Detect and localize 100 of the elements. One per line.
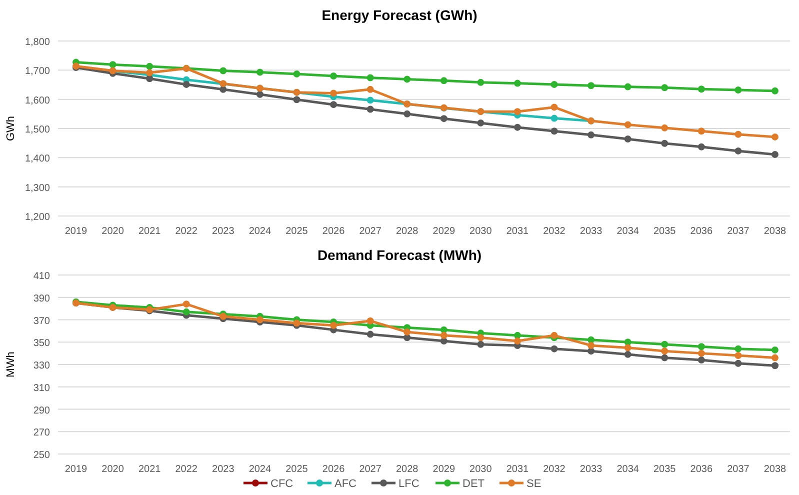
point <box>514 124 521 131</box>
x-tick-label: 2029 <box>432 226 456 237</box>
point <box>477 334 484 342</box>
y-tick-label: 290 <box>33 405 50 416</box>
point <box>293 96 300 104</box>
y-tick-label: 330 <box>33 360 50 372</box>
legend-label: SE <box>526 478 542 490</box>
y-tick-label: 350 <box>33 338 50 350</box>
point <box>146 62 154 70</box>
point <box>772 133 778 140</box>
x-tick-label: 2032 <box>543 464 566 475</box>
point <box>477 119 484 126</box>
point <box>550 114 558 122</box>
x-tick-label: 2024 <box>248 226 272 237</box>
point <box>624 350 632 358</box>
point <box>698 86 705 93</box>
legend-label: DET <box>462 478 485 490</box>
point <box>330 72 338 80</box>
point <box>330 101 338 108</box>
point <box>477 340 484 348</box>
point <box>550 345 558 352</box>
x-tick-label: 2020 <box>102 464 124 475</box>
point <box>624 136 632 142</box>
y-tick-label: 1,500 <box>24 124 50 136</box>
x-tick-label: 2038 <box>764 226 787 237</box>
point <box>624 121 632 128</box>
x-tick-label: 2034 <box>616 226 640 237</box>
point <box>182 80 190 88</box>
x-tick-label: 2023 <box>212 464 235 475</box>
point <box>734 352 742 360</box>
x-tick-label: 2035 <box>654 226 676 237</box>
point <box>550 80 558 88</box>
point <box>661 140 668 147</box>
point <box>550 332 558 339</box>
point <box>366 86 374 93</box>
x-tick-label: 2022 <box>175 464 198 475</box>
point <box>698 356 705 364</box>
x-tick-label: 2021 <box>138 464 162 475</box>
x-tick-label: 2019 <box>64 226 88 237</box>
x-tick-label: 2033 <box>580 464 603 475</box>
legend-label: CFC <box>270 478 294 490</box>
x-tick-label: 2036 <box>690 464 713 475</box>
x-tick-label: 2026 <box>322 464 346 475</box>
point <box>256 90 264 98</box>
y-tick-label: 270 <box>33 428 50 439</box>
x-tick-label: 2030 <box>470 464 492 475</box>
point <box>734 147 742 154</box>
y-tick-label: 1,700 <box>24 66 50 78</box>
point <box>109 61 116 68</box>
x-tick-label: 2019 <box>64 464 88 475</box>
point <box>330 322 338 329</box>
x-tick-label: 2030 <box>470 226 492 237</box>
point <box>661 84 668 92</box>
point <box>588 131 595 138</box>
x-tick-label: 2025 <box>286 464 308 475</box>
x-tick-label: 2036 <box>690 226 713 237</box>
chart-title: Energy Forecast (GWh) <box>322 7 478 23</box>
x-tick-label: 2025 <box>286 226 308 237</box>
point <box>698 143 705 150</box>
point <box>182 308 190 316</box>
x-tick-label: 2026 <box>322 226 346 237</box>
point <box>772 87 778 94</box>
x-tick-label: 2035 <box>654 464 676 475</box>
x-tick-label: 2022 <box>175 226 198 237</box>
y-tick-label: 1,200 <box>24 212 50 223</box>
point <box>366 330 374 338</box>
x-tick-label: 2034 <box>616 464 640 475</box>
x-tick-label: 2028 <box>396 226 419 237</box>
point <box>698 350 705 357</box>
point <box>550 128 558 135</box>
y-tick-label: 1,600 <box>24 95 50 106</box>
chart-title: Demand Forecast (MWh) <box>317 247 482 263</box>
point <box>734 86 742 94</box>
legend-label: AFC <box>334 478 357 490</box>
point <box>220 86 227 93</box>
point <box>734 130 742 138</box>
x-tick-label: 2031 <box>506 464 530 475</box>
point <box>366 74 374 82</box>
y-tick-label: 370 <box>33 316 50 327</box>
x-tick-label: 2032 <box>543 226 566 237</box>
point <box>182 300 190 308</box>
point <box>477 78 484 86</box>
point <box>404 328 411 336</box>
x-tick-label: 2037 <box>727 226 750 237</box>
y-axis-title: GWh <box>5 116 17 142</box>
point <box>588 82 595 90</box>
point <box>772 150 778 158</box>
point <box>514 338 521 345</box>
point <box>661 354 668 362</box>
y-tick-label: 1,300 <box>24 182 50 194</box>
point <box>661 348 668 355</box>
x-tick-label: 2021 <box>138 226 162 237</box>
y-tick-label: 250 <box>33 450 50 461</box>
point <box>404 110 411 118</box>
point <box>440 115 448 122</box>
point <box>293 70 300 78</box>
point <box>330 90 338 97</box>
point <box>146 75 154 82</box>
x-tick-label: 2037 <box>727 464 750 475</box>
x-tick-label: 2031 <box>506 226 530 237</box>
